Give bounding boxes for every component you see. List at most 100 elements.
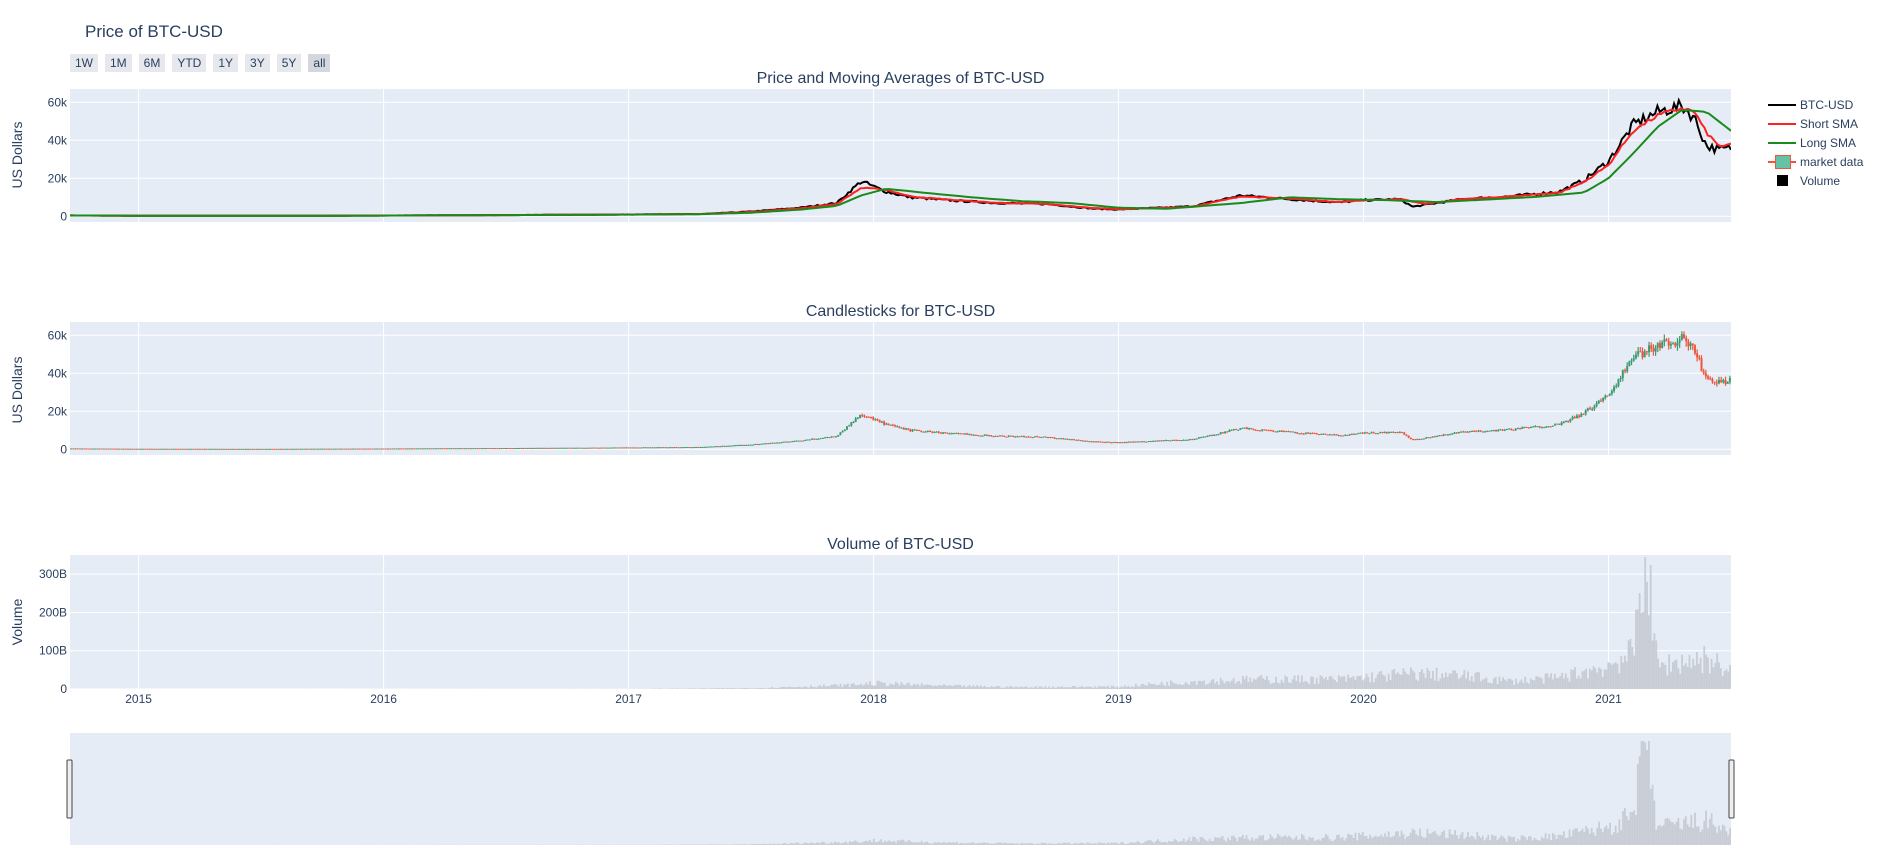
legend-item-btc-usd[interactable]: BTC-USD [1768, 95, 1863, 114]
range-slider-bar [1339, 838, 1342, 845]
volume-bar [1077, 687, 1080, 689]
range-slider-bar [1225, 841, 1228, 845]
candle-body [988, 435, 991, 437]
range-slider-bar [1083, 843, 1086, 845]
candle-body [1554, 424, 1557, 426]
volume-bar [937, 685, 940, 689]
candle-body [1307, 432, 1310, 434]
candle-body [979, 435, 982, 437]
candle-body [946, 432, 949, 434]
candle-body [72, 448, 75, 450]
candle-body [1593, 406, 1596, 409]
x-tick-label: 2019 [1105, 692, 1132, 706]
volume-bar [1391, 670, 1394, 689]
volume-bar [972, 685, 975, 689]
range-slider-right-handle[interactable] [1728, 759, 1735, 819]
range-button-1w[interactable]: 1W [70, 54, 98, 72]
candles-group [70, 331, 1731, 450]
volume-bar [1441, 673, 1444, 689]
volume-bar [1498, 676, 1501, 689]
candle-body [330, 448, 333, 450]
candle-body [970, 434, 973, 436]
range-slider-bar [1164, 841, 1167, 845]
volume-bar [1325, 677, 1327, 689]
range-button-5y[interactable]: 5Y [276, 54, 302, 72]
range-slider-bar [1121, 842, 1124, 845]
volume-bar [1125, 686, 1128, 689]
range-button-1m[interactable]: 1M [105, 54, 132, 72]
range-slider-bar [1714, 826, 1717, 845]
volume-bar [1494, 676, 1497, 689]
volume-bar [885, 686, 888, 689]
range-slider-bar [893, 840, 895, 845]
candle-body [1234, 429, 1237, 431]
range-slider-bar [880, 839, 883, 845]
range-slider-bar [1642, 741, 1645, 845]
candle-body [505, 448, 508, 450]
candle-body [754, 444, 757, 446]
volume-bar [1094, 686, 1097, 689]
range-slider-bar [1284, 835, 1287, 845]
range-button-all[interactable]: all [308, 54, 331, 72]
volume-bar [1051, 686, 1054, 689]
range-slider-bar [1439, 835, 1442, 845]
candle-body [1101, 441, 1104, 443]
legend-item-volume[interactable]: Volume [1768, 171, 1863, 190]
range-slider-bar [1206, 841, 1209, 845]
candle-body [415, 448, 418, 450]
range-slider-bar [1528, 836, 1530, 845]
volume-bar [1622, 662, 1624, 689]
volume-bar [1620, 656, 1623, 689]
volume-bar [1177, 684, 1180, 689]
candle-body [585, 447, 588, 449]
candle-body [664, 447, 667, 449]
candle-body [1348, 434, 1351, 436]
range-slider-bar [810, 842, 812, 845]
volume-bar [1729, 665, 1731, 689]
candle-body [806, 439, 809, 441]
candle-body [177, 448, 180, 450]
range-button-ytd[interactable]: YTD [172, 54, 207, 72]
candle-body [1259, 430, 1262, 432]
candle-body [437, 448, 440, 450]
volume-bar [1452, 670, 1455, 689]
legend-item-market-data[interactable]: market data [1768, 152, 1863, 171]
legend-item-long-sma[interactable]: Long SMA [1768, 133, 1863, 152]
volume-bar [823, 684, 825, 689]
volume-bar [1631, 646, 1634, 689]
volume-bar [1123, 685, 1126, 689]
range-slider-bar [739, 844, 742, 845]
candle-body [487, 448, 490, 450]
range-slider-bar [1531, 840, 1534, 845]
volume-bar [1612, 663, 1615, 689]
candle-body [992, 436, 995, 438]
candle-body [1267, 430, 1270, 432]
legend-item-short-sma[interactable]: Short SMA [1768, 114, 1863, 133]
range-slider-bar [1199, 837, 1202, 845]
candle-body [518, 447, 521, 449]
range-slider-bar [1618, 819, 1621, 845]
range-button-3y[interactable]: 3Y [245, 54, 270, 72]
range-slider-bar [959, 842, 962, 845]
range-slider-left-handle[interactable] [66, 759, 73, 819]
volume-bar [1062, 687, 1065, 689]
range-slider-bar [992, 843, 995, 845]
range-slider-bar [815, 842, 818, 845]
candle-body [146, 448, 149, 450]
range-slider-bar [1275, 837, 1277, 845]
volume-bar [872, 685, 875, 689]
candle-body [454, 448, 457, 450]
candle-body [218, 448, 221, 450]
range-button-6m[interactable]: 6M [138, 54, 166, 72]
volume-bar [913, 683, 916, 689]
candle-body [1584, 410, 1587, 415]
candle-body [1239, 428, 1242, 430]
candle-body [743, 444, 746, 446]
volume-bar [1668, 654, 1671, 689]
candle-body [616, 447, 619, 449]
candle-body [1589, 408, 1592, 410]
candle-body [1182, 439, 1185, 441]
range-slider-bar [1474, 839, 1477, 845]
range-button-1y[interactable]: 1Y [213, 54, 239, 72]
volume-bar [1603, 669, 1606, 689]
